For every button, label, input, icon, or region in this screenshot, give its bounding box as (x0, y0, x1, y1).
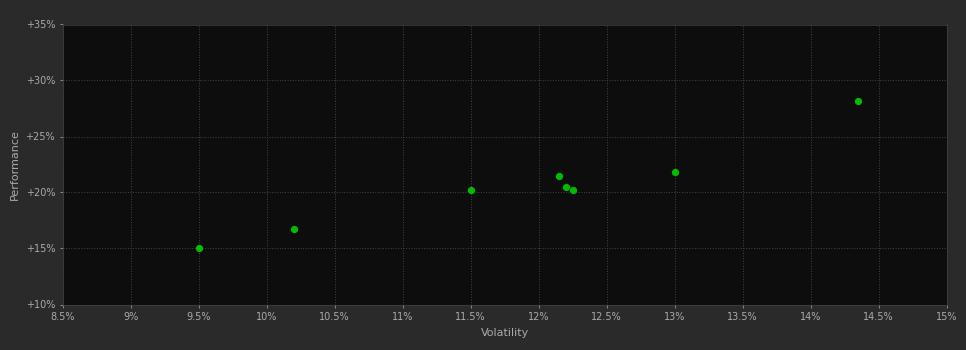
Point (667, 169, 682, 175)
X-axis label: Volatility: Volatility (481, 328, 528, 338)
Point (565, 188, 581, 193)
Point (552, 173, 567, 178)
Point (286, 227, 301, 232)
Point (851, 98, 867, 104)
Point (558, 184, 574, 190)
Y-axis label: Performance: Performance (10, 129, 20, 200)
Point (191, 246, 207, 251)
Point (463, 188, 478, 193)
